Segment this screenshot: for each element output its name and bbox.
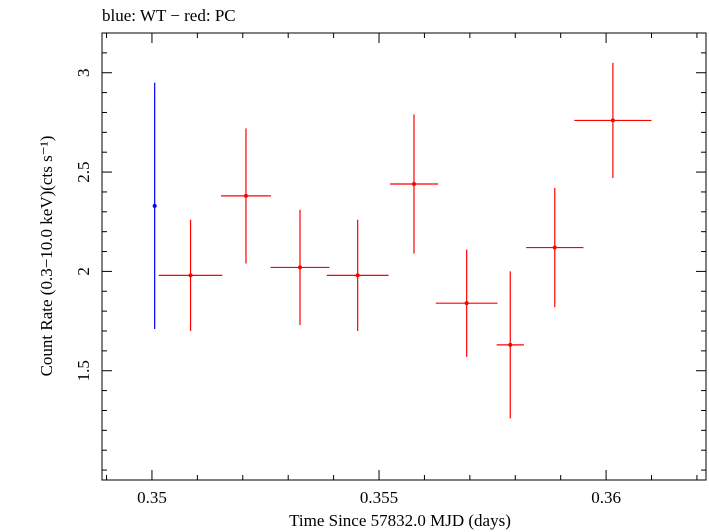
point-marker: [552, 245, 557, 250]
x-tick-label: 0.35: [137, 488, 167, 507]
data-point: [220, 128, 271, 264]
y-axis-label: Count Rate (0.3−10.0 keV)(cts s⁻¹): [37, 136, 56, 377]
data-point: [526, 187, 584, 308]
y-axis-ticks: 1.5 2 2.5 3: [74, 32, 706, 471]
point-marker: [355, 273, 360, 278]
y-tick-label: 2: [74, 267, 93, 276]
point-marker: [411, 181, 416, 186]
data-point: [152, 82, 157, 330]
data-point: [435, 249, 498, 357]
y-tick-label: 3: [74, 68, 93, 77]
y-tick-label: 2.5: [74, 161, 93, 182]
series-wt: [152, 82, 157, 330]
series-pc: [158, 62, 652, 419]
x-axis-ticks: 0.35 0.355 0.36: [106, 33, 698, 507]
data-point: [158, 219, 223, 331]
point-marker: [298, 265, 303, 270]
point-marker: [610, 118, 615, 123]
point-marker: [508, 342, 513, 347]
data-point: [496, 271, 524, 419]
data-point: [270, 209, 330, 326]
plot-frame: [101, 32, 707, 481]
point-marker: [152, 203, 157, 208]
y-tick-label: 1.5: [74, 360, 93, 381]
x-axis-label: Time Since 57832.0 MJD (days): [289, 511, 511, 530]
data-point: [574, 62, 652, 179]
point-marker: [243, 193, 248, 198]
data-series-layer: [152, 62, 652, 419]
point-marker: [188, 273, 193, 278]
data-point: [326, 219, 389, 331]
point-marker: [464, 301, 469, 306]
x-tick-label: 0.36: [591, 488, 621, 507]
chart-title: blue: WT − red: PC: [102, 6, 236, 25]
x-tick-label: 0.355: [360, 488, 398, 507]
data-point: [389, 114, 439, 254]
